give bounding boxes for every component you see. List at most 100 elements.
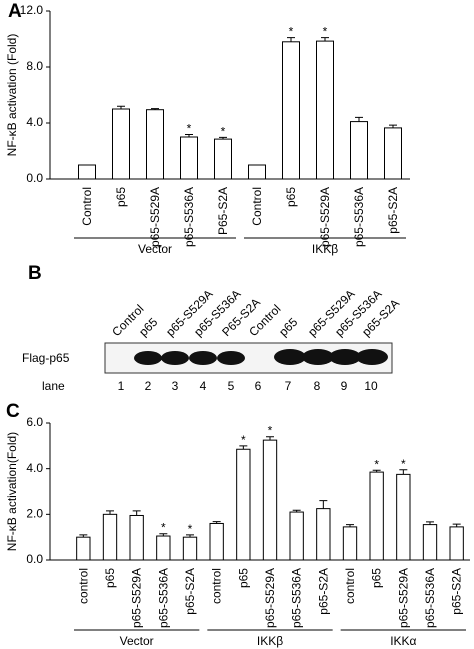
lane-number: 9 xyxy=(341,379,348,393)
y-tick-label: 6.0 xyxy=(26,415,43,429)
bar xyxy=(282,41,300,180)
bar xyxy=(316,40,334,180)
error-bar xyxy=(79,534,88,538)
band xyxy=(161,351,189,365)
error-bar xyxy=(287,37,295,42)
error-bar xyxy=(117,105,125,109)
x-tick-label: p65-S529A xyxy=(148,187,162,247)
error-bar xyxy=(212,521,221,524)
x-tick-label: P65-S2A xyxy=(216,187,230,235)
lane-number: 7 xyxy=(285,379,292,393)
x-tick-label: control xyxy=(343,568,357,604)
x-tick-label: p65-S2A xyxy=(386,187,400,234)
band xyxy=(189,351,217,365)
x-tick-label: p65-S536A xyxy=(182,187,196,247)
y-tick-label: 12.0 xyxy=(20,3,44,17)
bar xyxy=(214,138,232,180)
error-bar xyxy=(106,510,114,515)
lane-number: 6 xyxy=(255,379,262,393)
band-label: Flag-p65 xyxy=(22,351,70,365)
blot-bands xyxy=(134,349,388,365)
y-tick-label: 0.0 xyxy=(26,552,43,566)
x-tick-label: p65-S536A xyxy=(352,187,366,247)
bar xyxy=(78,164,96,180)
error-bar xyxy=(426,521,434,525)
panel-label: C xyxy=(6,401,20,422)
significance-marker: * xyxy=(161,521,166,535)
lane-number: 4 xyxy=(200,379,207,393)
x-tick-label: p65-S536A xyxy=(156,568,170,628)
error-bar xyxy=(319,500,328,509)
y-tick-label: 2.0 xyxy=(26,507,43,521)
y-axis-label: NF-κB activation(Fold) xyxy=(5,432,19,551)
x-tick-label: Control xyxy=(80,187,94,226)
x-tick-label: p65-S536A xyxy=(423,568,437,628)
group-label: Vector xyxy=(120,634,154,648)
bar xyxy=(449,526,464,561)
bar xyxy=(342,526,358,561)
x-tick-label: p65-S536A xyxy=(290,568,304,628)
y-tick-label: 0.0 xyxy=(26,171,43,185)
lane-number: 10 xyxy=(364,379,378,393)
band xyxy=(356,349,388,365)
x-tick-label: p65 xyxy=(284,187,298,207)
bar xyxy=(262,439,278,561)
bar xyxy=(316,508,331,561)
bar xyxy=(156,535,171,561)
x-tick-label: p65 xyxy=(236,568,250,588)
x-tick-label: p65-S2A xyxy=(316,568,330,615)
error-bar xyxy=(452,523,461,527)
bar xyxy=(289,511,304,561)
x-tick-label: p65-S529A xyxy=(263,568,277,628)
y-tick-label: 4.0 xyxy=(26,115,43,129)
error-bar xyxy=(159,533,168,537)
error-bar xyxy=(186,534,194,538)
band xyxy=(302,349,334,365)
bar xyxy=(112,108,130,180)
bar xyxy=(248,164,266,180)
significance-marker: * xyxy=(289,25,294,39)
x-tick-label: control xyxy=(76,568,90,604)
lane-name: p65 xyxy=(136,315,160,339)
band xyxy=(134,351,162,365)
x-tick-label: control xyxy=(210,568,224,604)
error-bar xyxy=(399,469,408,475)
bar xyxy=(422,524,438,561)
x-tick-label: p65 xyxy=(114,187,128,207)
error-bar xyxy=(321,37,329,42)
lane-label: lane xyxy=(42,379,65,393)
error-bar xyxy=(389,124,397,128)
significance-marker: * xyxy=(374,457,379,471)
significance-marker: * xyxy=(401,457,406,471)
band xyxy=(329,349,361,365)
error-bar xyxy=(266,436,274,441)
group-label: IKKα xyxy=(390,634,416,648)
x-tick-label: p65-S2A xyxy=(450,568,464,615)
x-tick-label: p65-S529A xyxy=(130,568,144,628)
error-bar xyxy=(185,133,193,137)
group-label: IKKβ xyxy=(312,242,338,256)
group-label: IKKβ xyxy=(257,634,283,648)
error-bar xyxy=(239,445,248,450)
x-tick-label: p65-S529A xyxy=(396,568,410,628)
lane-number: 3 xyxy=(172,379,179,393)
lane-number: 8 xyxy=(314,379,321,393)
error-bar xyxy=(132,510,141,516)
x-tick-label: p65 xyxy=(370,568,384,588)
error-bar xyxy=(292,509,301,513)
band xyxy=(217,351,245,365)
lane-number: 1 xyxy=(118,379,125,393)
y-axis-label: NF-κB activation (Fold) xyxy=(5,34,19,157)
bar xyxy=(180,136,198,180)
error-bar xyxy=(346,524,354,527)
bar xyxy=(129,514,144,561)
y-tick-label: 8.0 xyxy=(26,59,43,73)
lane-name: p65 xyxy=(276,315,300,339)
significance-marker: * xyxy=(268,424,273,438)
band xyxy=(274,349,306,365)
error-bar xyxy=(219,136,227,140)
bar xyxy=(369,471,384,561)
significance-marker: * xyxy=(221,124,226,138)
significance-marker: * xyxy=(188,522,193,536)
error-bar xyxy=(372,469,381,473)
